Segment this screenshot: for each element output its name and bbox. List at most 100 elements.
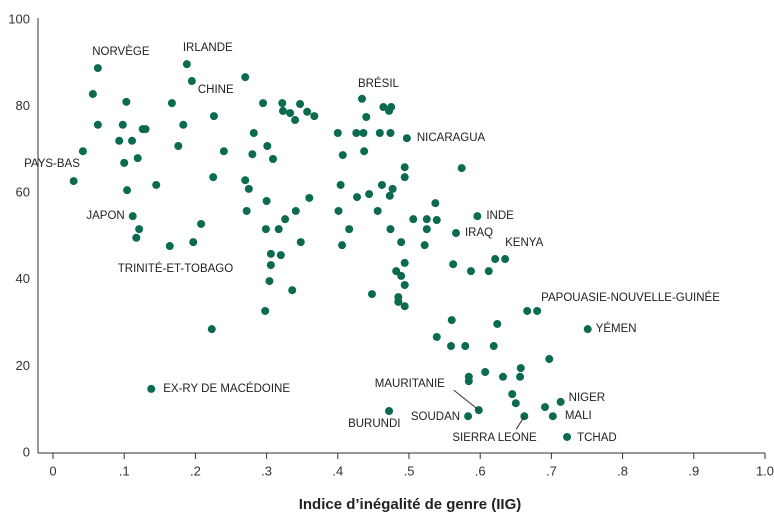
- point: [120, 158, 129, 167]
- point: [491, 255, 500, 264]
- x-tick-label: .7: [546, 463, 557, 478]
- x-tick-label: 0: [49, 463, 56, 478]
- point: [379, 103, 388, 112]
- point-label: IRAQ: [465, 227, 493, 239]
- point: [123, 186, 132, 195]
- point: [338, 241, 347, 250]
- point: [540, 403, 549, 412]
- point: [473, 212, 482, 221]
- point: [400, 302, 409, 311]
- point-label: BURUNDI: [348, 418, 400, 430]
- point: [367, 290, 376, 299]
- point: [583, 325, 592, 334]
- point-label: KENYA: [505, 237, 543, 249]
- point: [333, 129, 342, 138]
- point: [167, 99, 176, 108]
- point-label: EX-RY DE MACÉDOINE: [163, 382, 290, 395]
- point: [432, 216, 441, 225]
- point-label: SIERRA LEONE: [452, 432, 537, 444]
- point: [259, 99, 268, 108]
- point: [523, 306, 532, 315]
- point: [207, 325, 216, 334]
- point: [189, 238, 198, 247]
- point: [563, 432, 572, 441]
- point: [451, 229, 460, 238]
- point: [511, 399, 520, 408]
- point: [288, 286, 297, 295]
- point: [244, 184, 253, 193]
- point: [261, 306, 270, 315]
- point: [400, 163, 409, 172]
- point: [352, 129, 361, 138]
- point-label: PAYS-BAS: [24, 158, 80, 170]
- point: [78, 147, 87, 156]
- point: [457, 164, 466, 173]
- x-tick-label: .9: [688, 463, 699, 478]
- point: [397, 238, 406, 247]
- point: [400, 280, 409, 289]
- point: [69, 177, 78, 186]
- point: [484, 267, 493, 276]
- point: [489, 342, 498, 351]
- point: [179, 120, 188, 129]
- point: [141, 125, 150, 134]
- point: [464, 412, 473, 421]
- point: [261, 225, 270, 234]
- point: [493, 319, 502, 328]
- point: [481, 368, 490, 377]
- point: [365, 190, 374, 199]
- point: [266, 249, 275, 258]
- point: [286, 109, 295, 118]
- point-label: NORVÈGE: [92, 45, 150, 58]
- point: [464, 377, 473, 386]
- x-tick-label: .8: [617, 463, 628, 478]
- point-label: SOUDAN: [411, 411, 460, 423]
- point: [265, 277, 274, 286]
- point-label: NICARAGUA: [417, 132, 486, 144]
- point: [276, 251, 285, 260]
- point: [360, 147, 369, 156]
- point: [409, 215, 418, 224]
- point: [508, 390, 517, 399]
- point: [274, 225, 283, 234]
- point: [388, 184, 397, 193]
- point: [296, 238, 305, 247]
- y-tick-label: 40: [16, 271, 30, 286]
- point: [241, 73, 250, 82]
- point: [461, 342, 470, 351]
- x-tick-label: .5: [404, 463, 415, 478]
- point: [402, 134, 411, 143]
- point: [296, 100, 305, 109]
- x-axis-label: Indice d’inégalité de genre (IIG): [299, 496, 522, 513]
- point: [118, 120, 127, 129]
- point-label: INDE: [486, 210, 514, 222]
- point-label: BRÉSIL: [358, 77, 400, 90]
- point: [353, 193, 362, 202]
- point: [93, 64, 102, 73]
- point: [242, 206, 251, 215]
- point: [122, 97, 131, 106]
- point: [420, 241, 429, 250]
- point-label: MAURITANIE: [375, 378, 445, 390]
- point: [358, 94, 367, 103]
- x-tick-label: .2: [190, 463, 201, 478]
- point-label: IRLANDE: [183, 42, 233, 54]
- y-tick-label: 0: [23, 444, 30, 459]
- y-tick-label: 100: [8, 11, 30, 26]
- point: [93, 120, 102, 129]
- point: [209, 112, 218, 121]
- point: [397, 271, 406, 280]
- point: [262, 196, 271, 205]
- point: [394, 297, 403, 306]
- point: [362, 112, 371, 121]
- point: [556, 397, 565, 406]
- point: [241, 176, 250, 185]
- point: [88, 90, 97, 99]
- point: [345, 225, 354, 234]
- point: [281, 215, 290, 224]
- point: [305, 193, 314, 202]
- point: [498, 372, 507, 381]
- point: [548, 412, 557, 421]
- point: [135, 225, 144, 234]
- point: [115, 136, 124, 145]
